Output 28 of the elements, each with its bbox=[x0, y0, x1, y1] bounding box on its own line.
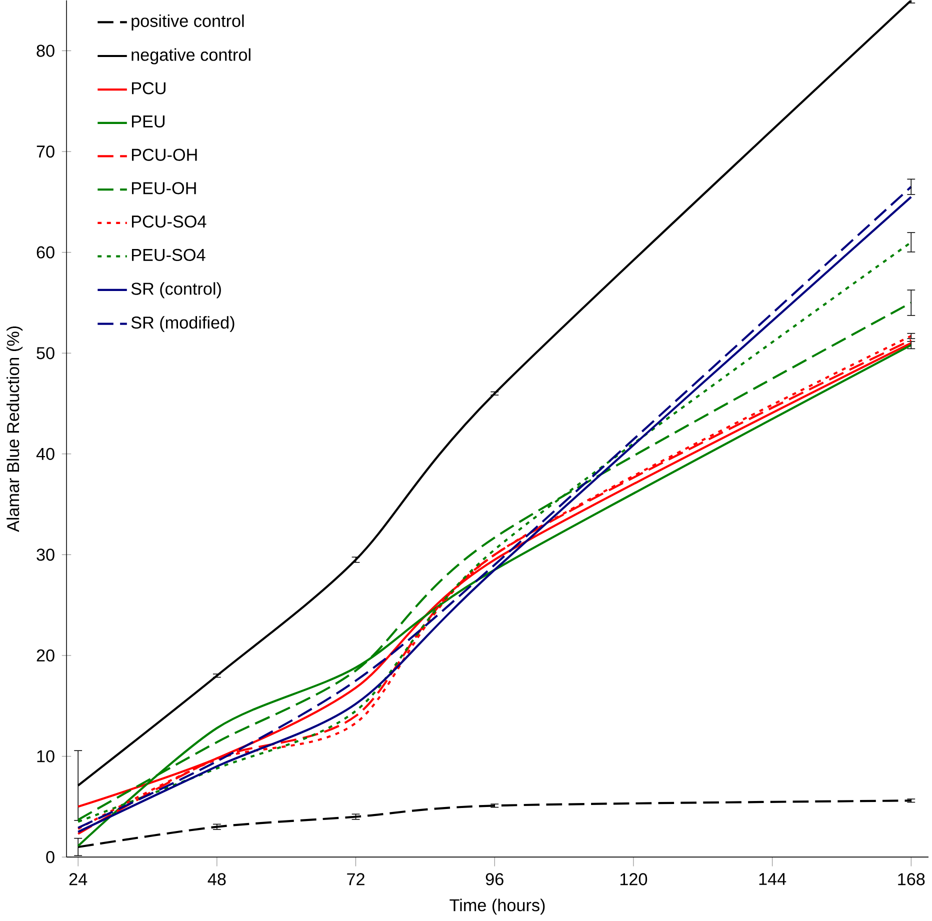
legend-label: PCU bbox=[132, 82, 166, 94]
x-tick-label: 72 bbox=[347, 873, 364, 885]
y-tick-label: 50 bbox=[36, 346, 54, 360]
y-tick-label: 10 bbox=[37, 750, 54, 762]
x-tick-label: 120 bbox=[620, 873, 648, 886]
legend-label: negative control bbox=[132, 48, 250, 64]
y-axis-title: Alamar Blue Reduction (%) bbox=[6, 326, 23, 532]
legend-label: PCU-OH bbox=[132, 148, 197, 161]
y-tick-label: 60 bbox=[36, 246, 54, 258]
y-tick-label: 0 bbox=[46, 850, 54, 863]
legend-label: PCU-SO4 bbox=[132, 215, 206, 228]
y-tick-label: 20 bbox=[36, 649, 54, 662]
y-tick-label: 70 bbox=[36, 145, 54, 158]
legend-label: PEU-SO4 bbox=[132, 248, 206, 261]
y-tick-label: 30 bbox=[36, 548, 54, 561]
x-tick-label: 96 bbox=[486, 873, 504, 886]
legend-label: PEU bbox=[132, 115, 165, 128]
legend-label: PEU-OH bbox=[132, 182, 196, 194]
x-tick-label: 144 bbox=[759, 873, 786, 885]
x-tick-label: 24 bbox=[69, 873, 88, 885]
x-tick-label: 48 bbox=[208, 873, 226, 886]
legend-label: SR (control) bbox=[131, 282, 221, 298]
y-tick-label: 40 bbox=[36, 448, 54, 460]
x-tick-label: 168 bbox=[898, 873, 925, 886]
legend-label: positive control bbox=[132, 14, 244, 30]
legend-label: SR (modified) bbox=[131, 316, 234, 332]
y-tick-label: 80 bbox=[36, 44, 54, 57]
x-axis-title: Time (hours) bbox=[450, 898, 545, 915]
